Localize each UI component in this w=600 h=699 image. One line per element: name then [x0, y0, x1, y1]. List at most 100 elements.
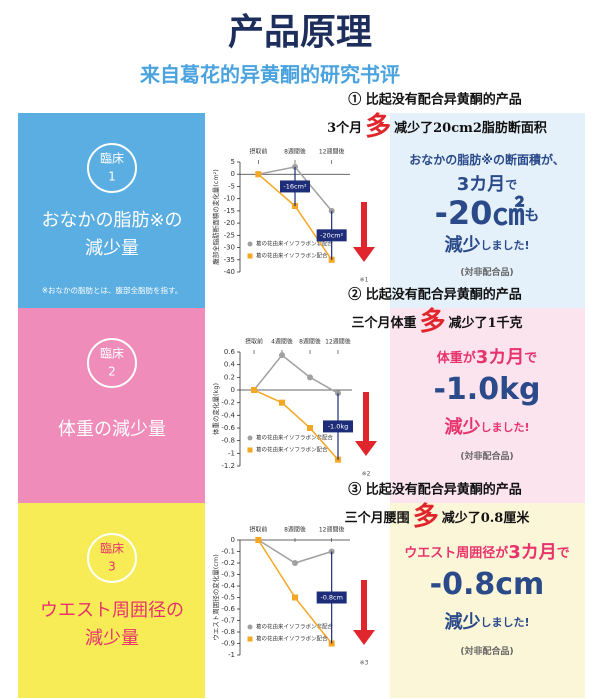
- y-tick-label: -20: [224, 219, 235, 227]
- arrow-shaft: [363, 392, 369, 442]
- section-claim: 三个月体重多减少了1千克: [351, 307, 522, 337]
- clinical-label: おなかの脂肪※の: [41, 210, 182, 231]
- series-marker: [307, 374, 313, 381]
- legend-marker: [247, 624, 253, 630]
- arrow-head: [355, 441, 377, 456]
- claim-part: 减少了1千克: [448, 315, 522, 331]
- y-tick-label: -1: [228, 449, 235, 457]
- result-line: -0.8cm: [430, 567, 545, 602]
- clinical-label: 体重の減少量: [58, 419, 166, 440]
- badge: [87, 338, 137, 388]
- result-part: で: [505, 178, 517, 192]
- badge-label: 臨床: [100, 152, 124, 166]
- footnote: ※3: [360, 660, 369, 667]
- x-tick-label: 8週間後: [284, 526, 306, 534]
- result-part: 減少: [444, 416, 480, 438]
- y-tick-label: -0.7: [221, 617, 235, 625]
- result-part: (対非配合品): [460, 266, 513, 278]
- legend-label: 葛の花由来イソフラボン配合: [256, 252, 328, 260]
- page-subtitle: 来自葛花的异黄酮的研究书评: [139, 63, 400, 87]
- result-part: 3カ月: [476, 347, 525, 368]
- annotation: -0.8cm: [320, 594, 343, 602]
- y-tick-label: 0.6: [224, 348, 236, 356]
- y-tick-label: -0.6: [221, 605, 235, 613]
- badge: [87, 533, 137, 583]
- result-part: しました!: [480, 616, 529, 629]
- result-line: (対非配合品): [460, 266, 513, 278]
- result-line: (対非配合品): [460, 645, 513, 657]
- result-line: 体重が3カ月で: [437, 347, 538, 368]
- x-tick-label: 4週間後: [271, 338, 293, 346]
- clinical-label: 減少量: [85, 238, 139, 259]
- legend-marker: [247, 241, 253, 247]
- result-part: で: [524, 351, 537, 366]
- chart-panel: [205, 308, 390, 503]
- result-panel: [390, 308, 585, 503]
- footnote: ※1: [360, 277, 369, 284]
- result-line: (対非配合品): [460, 450, 513, 462]
- badge-label: 臨床: [100, 542, 124, 556]
- legend-label: 葛の花由来イソフラボン非配合: [256, 623, 334, 631]
- y-tick-label: -0.8: [221, 437, 235, 445]
- legend-label: 葛の花由来イソフラボン非配合: [256, 434, 334, 442]
- y-tick-label: -0.5: [221, 594, 235, 602]
- y-axis-label: 体重の変化量(kg): [211, 383, 220, 435]
- arrow-head: [353, 247, 375, 262]
- annotation: -16cm²: [283, 182, 307, 190]
- arrow-head: [353, 630, 375, 645]
- result-part: 3カ月: [457, 174, 506, 195]
- x-tick-label: 12週間後: [319, 148, 345, 156]
- claim-part: 三个月腰围: [345, 510, 410, 526]
- claim-part: 多: [413, 502, 439, 532]
- result-panel: [390, 503, 585, 698]
- y-axis-label: ウエスト周囲径の変化量(cm): [211, 554, 220, 640]
- claim-part: 减少了20cm2脂肪断面积: [394, 120, 547, 136]
- y-tick-label: 5: [231, 158, 235, 166]
- series-marker: [251, 387, 257, 393]
- legend-label: 葛の花由来イソフラボン配合: [256, 635, 328, 643]
- y-tick-label: -5: [228, 182, 235, 190]
- series-marker: [255, 171, 262, 178]
- legend-marker: [247, 253, 253, 259]
- annotation-box: [323, 420, 353, 433]
- result-part: (対非配合品): [460, 450, 513, 462]
- result-part: (対非配合品): [460, 645, 513, 657]
- annotation: -20cm²: [320, 231, 344, 239]
- x-tick-label: 摂取前: [245, 338, 263, 346]
- result-part: 減少: [444, 611, 480, 633]
- result-line: 3カ月で: [457, 174, 518, 195]
- result-line: 減少しました!: [444, 611, 529, 633]
- section-heading: ② 比起没有配合异黄酮的产品: [348, 287, 522, 303]
- result-line: ウエスト周囲径が3カ月で: [404, 542, 570, 563]
- y-tick-label: -1.2: [221, 462, 235, 470]
- series-marker: [255, 537, 262, 543]
- result-line: -20㎠も: [435, 194, 540, 232]
- y-tick-label: -0.4: [221, 582, 235, 590]
- y-tick-label: -35: [224, 256, 235, 264]
- result-part: で: [557, 546, 570, 561]
- claim-part: 多: [419, 307, 445, 337]
- clinical-panel: [18, 308, 205, 503]
- result-part: おなかの脂肪※の断面積が、: [409, 152, 564, 167]
- series-line: [253, 389, 339, 461]
- series-marker: [279, 399, 285, 406]
- clinical-label: 減少量: [85, 628, 139, 649]
- y-tick-label: -0.4: [221, 411, 235, 419]
- result-part: 3カ月: [508, 542, 557, 563]
- y-tick-label: -0.2: [221, 559, 235, 567]
- y-tick-label: -0.6: [221, 424, 235, 432]
- annotation-box: [316, 591, 347, 604]
- badge-number: 2: [108, 365, 116, 379]
- result-part: 体重が: [437, 350, 476, 366]
- result-part: 減少: [444, 234, 480, 256]
- legend-label: 葛の花由来イソフラボン配合: [256, 446, 328, 454]
- badge-number: 3: [108, 560, 116, 574]
- y-tick-label: -40: [224, 268, 235, 276]
- y-tick-label: 0.2: [224, 373, 235, 381]
- badge: [87, 143, 137, 193]
- y-tick-label: -25: [224, 231, 235, 239]
- y-tick-label: -15: [224, 207, 235, 215]
- result-part: -20㎠: [435, 194, 525, 232]
- legend-marker: [247, 435, 253, 441]
